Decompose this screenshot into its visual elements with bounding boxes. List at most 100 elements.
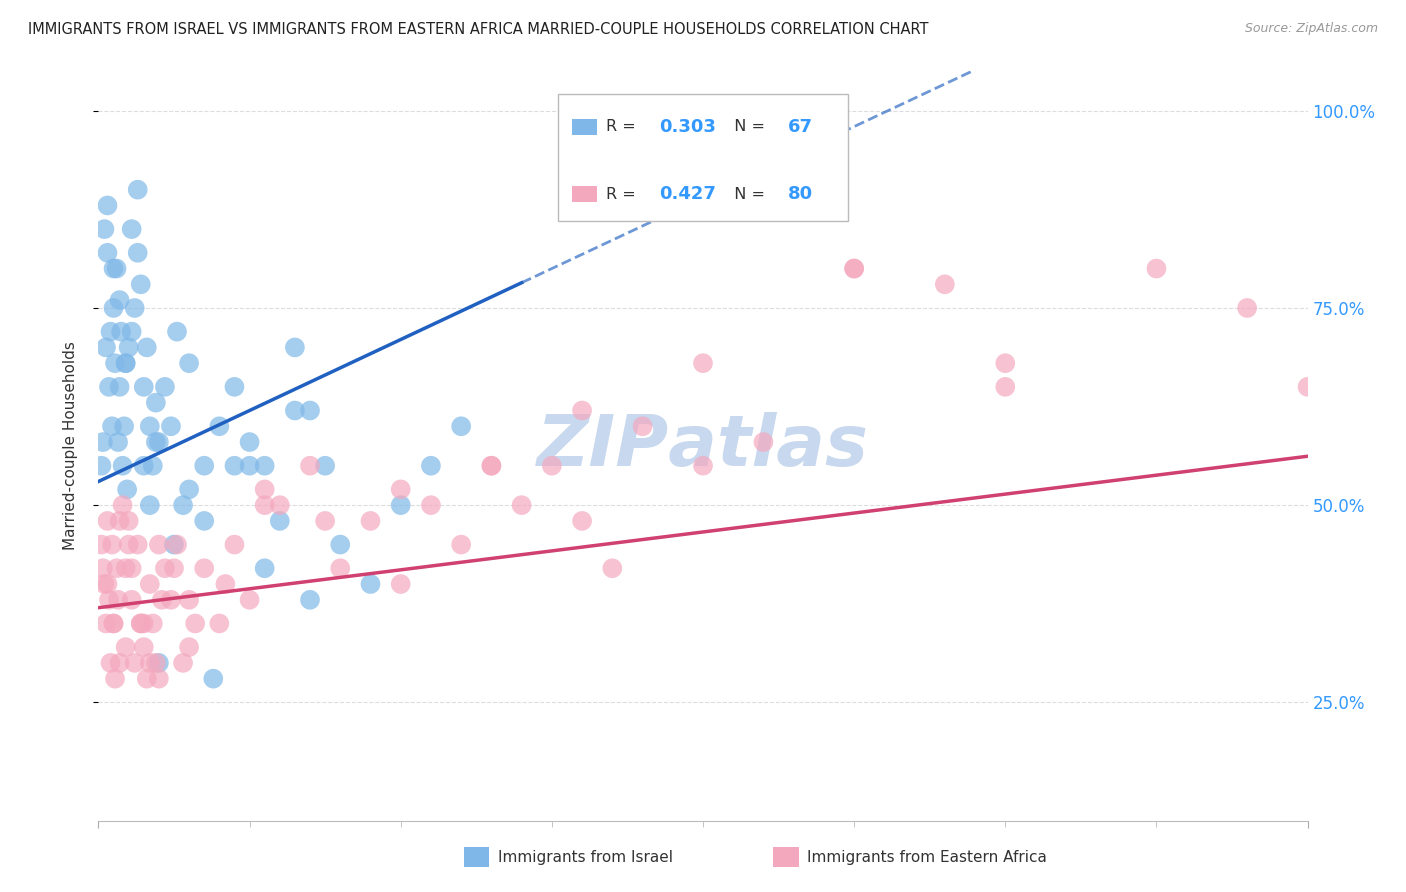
Point <box>481 458 503 473</box>
Point <box>114 356 136 370</box>
Point <box>127 183 149 197</box>
Point <box>90 538 112 552</box>
Point <box>108 656 131 670</box>
Point <box>179 483 201 497</box>
Point <box>269 514 291 528</box>
Point <box>389 483 412 497</box>
Text: Source: ZipAtlas.com: Source: ZipAtlas.com <box>1244 22 1378 36</box>
Point <box>121 592 143 607</box>
Point <box>510 498 533 512</box>
Point <box>104 356 127 370</box>
Point <box>104 672 127 686</box>
FancyBboxPatch shape <box>572 119 596 135</box>
Point <box>179 592 201 607</box>
Point <box>96 577 118 591</box>
Point <box>631 419 654 434</box>
Point <box>329 538 352 552</box>
Text: N =: N = <box>724 120 769 135</box>
Point <box>160 419 183 434</box>
Point <box>1146 261 1168 276</box>
Point <box>179 640 201 654</box>
Point <box>105 561 128 575</box>
Point <box>142 458 165 473</box>
Point <box>139 577 162 591</box>
Text: IMMIGRANTS FROM ISRAEL VS IMMIGRANTS FROM EASTERN AFRICA MARRIED-COUPLE HOUSEHOL: IMMIGRANTS FROM ISRAEL VS IMMIGRANTS FRO… <box>28 22 928 37</box>
Point <box>166 325 188 339</box>
Point <box>135 340 157 354</box>
Text: 0.427: 0.427 <box>659 186 716 203</box>
Point <box>329 561 352 575</box>
Y-axis label: Married-couple Households: Married-couple Households <box>63 342 77 550</box>
Point <box>253 561 276 575</box>
Point <box>314 458 336 473</box>
Point <box>692 458 714 473</box>
Point <box>269 498 291 512</box>
Point <box>148 435 170 450</box>
Text: 67: 67 <box>787 118 813 136</box>
Point <box>96 245 118 260</box>
Point <box>571 403 593 417</box>
Point <box>139 419 162 434</box>
FancyBboxPatch shape <box>464 847 489 867</box>
FancyBboxPatch shape <box>558 94 848 221</box>
Point <box>124 656 146 670</box>
FancyBboxPatch shape <box>572 186 596 202</box>
Point <box>299 403 322 417</box>
Point <box>299 592 322 607</box>
Point <box>115 483 138 497</box>
Point <box>114 561 136 575</box>
Point <box>111 498 134 512</box>
Point <box>148 672 170 686</box>
Point <box>96 514 118 528</box>
Point <box>389 577 412 591</box>
Point <box>172 656 194 670</box>
Point <box>103 616 125 631</box>
Point <box>193 514 215 528</box>
Point <box>163 538 186 552</box>
Point <box>145 435 167 450</box>
Point <box>107 592 129 607</box>
Point <box>153 561 176 575</box>
Point <box>1296 380 1319 394</box>
Point <box>934 277 956 292</box>
Point <box>360 514 382 528</box>
Point <box>193 561 215 575</box>
Point <box>114 640 136 654</box>
Point <box>132 616 155 631</box>
Point <box>145 656 167 670</box>
Point <box>224 538 246 552</box>
Point <box>145 395 167 409</box>
Point <box>114 356 136 370</box>
Point <box>108 293 131 307</box>
Point <box>284 340 307 354</box>
Text: Immigrants from Israel: Immigrants from Israel <box>498 850 672 864</box>
Point <box>118 538 141 552</box>
Point <box>420 458 443 473</box>
Point <box>142 616 165 631</box>
Point <box>108 514 131 528</box>
Point <box>540 458 562 473</box>
Point <box>132 458 155 473</box>
Text: 0.303: 0.303 <box>659 118 716 136</box>
Point <box>132 380 155 394</box>
Point <box>118 340 141 354</box>
Point <box>420 498 443 512</box>
Point <box>93 577 115 591</box>
Point <box>284 403 307 417</box>
Text: Immigrants from Eastern Africa: Immigrants from Eastern Africa <box>807 850 1047 864</box>
Point <box>101 419 124 434</box>
Point <box>160 592 183 607</box>
Point <box>118 514 141 528</box>
Point <box>994 380 1017 394</box>
Point <box>214 577 236 591</box>
Point <box>96 198 118 212</box>
Point <box>166 538 188 552</box>
Point <box>112 419 135 434</box>
Point <box>121 325 143 339</box>
Point <box>148 656 170 670</box>
Point <box>602 561 624 575</box>
Point <box>844 261 866 276</box>
Point <box>389 498 412 512</box>
Point <box>132 640 155 654</box>
Point <box>91 435 114 450</box>
